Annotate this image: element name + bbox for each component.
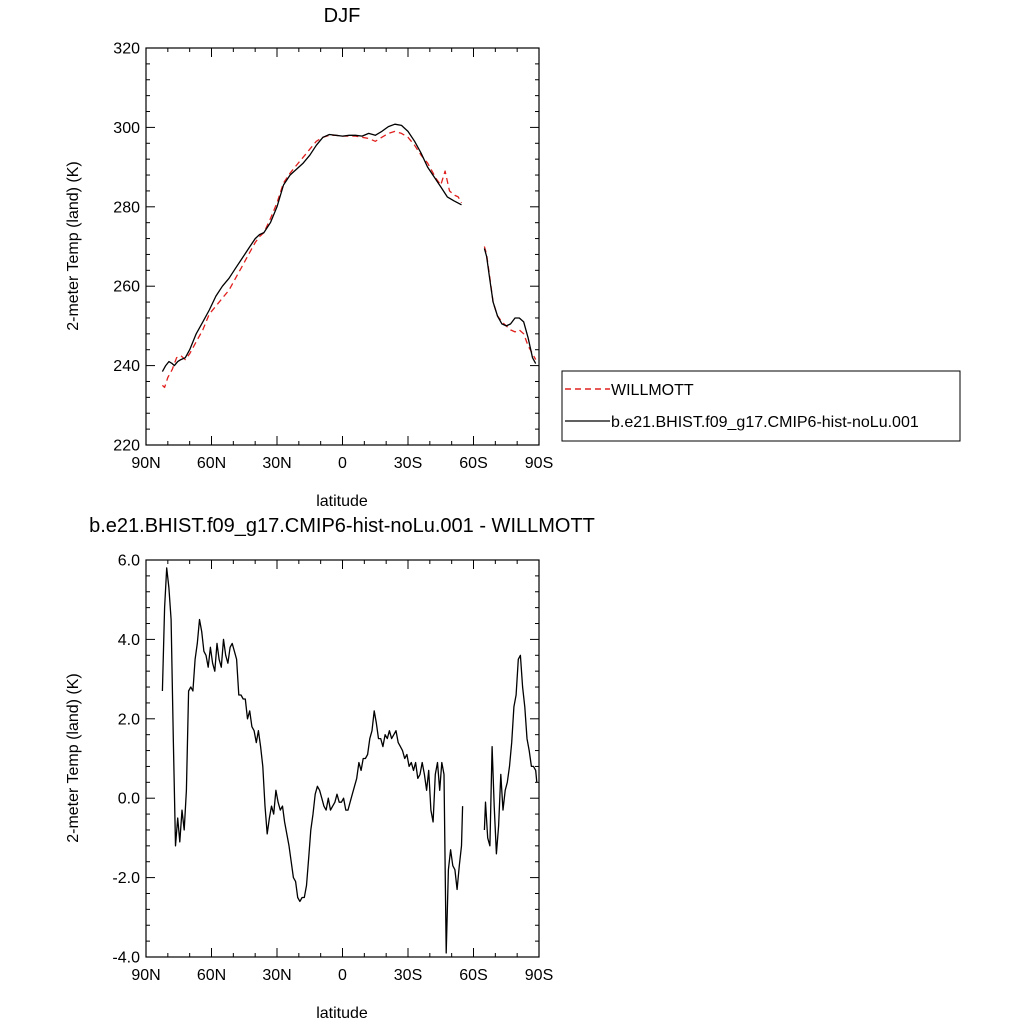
y-tick-label: 6.0 [118, 553, 140, 570]
y-tick-label: 320 [113, 41, 140, 58]
x-tick-label: 0 [338, 967, 347, 984]
top-panel-title: DJF [324, 5, 361, 27]
top-panel: DJF latitude 2-meter Temp (land) (K) 90N… [65, 5, 553, 510]
y-tick-label: 4.0 [118, 632, 140, 649]
x-tick-label: 90S [525, 455, 553, 472]
y-tick-label: 240 [113, 358, 140, 375]
x-tick-label: 30S [394, 455, 422, 472]
top-panel-y-axis-label: 2-meter Temp (land) (K) [65, 161, 82, 331]
x-tick-label: 30N [262, 967, 291, 984]
x-tick-label: 90N [131, 455, 160, 472]
series-line-1 [161, 123, 462, 372]
bottom-panel-ticks: 90N 60N 30N 0 30S 60S 90S -4.0 -2.0 0.0 2.0 4.0 6.0 [112, 553, 553, 985]
legend-label-model: b.e21.BHIST.f09_g17.CMIP6-hist-noLu.001 [611, 414, 919, 431]
bottom-panel-series [161, 567, 538, 954]
series-line-0 [161, 567, 464, 954]
top-panel-frame [145, 47, 540, 446]
legend: WILLMOTT b.e21.BHIST.f09_g17.CMIP6-hist-… [561, 370, 961, 442]
top-panel-x-axis-label: latitude [316, 493, 368, 510]
x-tick-label: 60S [459, 967, 487, 984]
y-tick-label: 300 [113, 120, 140, 137]
x-tick-label: 60N [197, 455, 226, 472]
series-line-1 [483, 248, 537, 364]
y-tick-label: -4.0 [112, 950, 140, 967]
x-tick-label: 90N [131, 967, 160, 984]
bottom-panel-frame [145, 559, 540, 958]
series-line-0 [161, 130, 463, 389]
bottom-panel-title: b.e21.BHIST.f09_g17.CMIP6-hist-noLu.001 … [89, 515, 595, 537]
series-line-0 [483, 246, 537, 360]
x-tick-label: 90S [525, 967, 553, 984]
x-tick-label: 0 [338, 455, 347, 472]
y-tick-label: -2.0 [112, 870, 140, 887]
top-panel-ticks: 90N 60N 30N 0 30S 60S 90S 220 240 260 280 300 320 [113, 41, 553, 473]
x-tick-label: 30N [262, 455, 291, 472]
x-tick-label: 60N [197, 967, 226, 984]
top-panel-series [161, 123, 537, 389]
bottom-panel-x-axis-label: latitude [316, 1005, 368, 1022]
legend-label-willmott: WILLMOTT [611, 382, 694, 399]
series-line-0 [483, 654, 538, 855]
x-tick-label: 60S [459, 455, 487, 472]
y-tick-label: 280 [113, 199, 140, 216]
y-tick-label: 260 [113, 279, 140, 296]
bottom-panel-y-axis-label: 2-meter Temp (land) (K) [65, 673, 82, 843]
y-tick-label: 2.0 [118, 711, 140, 728]
bottom-panel: b.e21.BHIST.f09_g17.CMIP6-hist-noLu.001 … [65, 515, 595, 1022]
legend-frame [561, 370, 961, 442]
x-tick-label: 30S [394, 967, 422, 984]
y-tick-label: 220 [113, 438, 140, 455]
y-tick-label: 0.0 [118, 791, 140, 808]
